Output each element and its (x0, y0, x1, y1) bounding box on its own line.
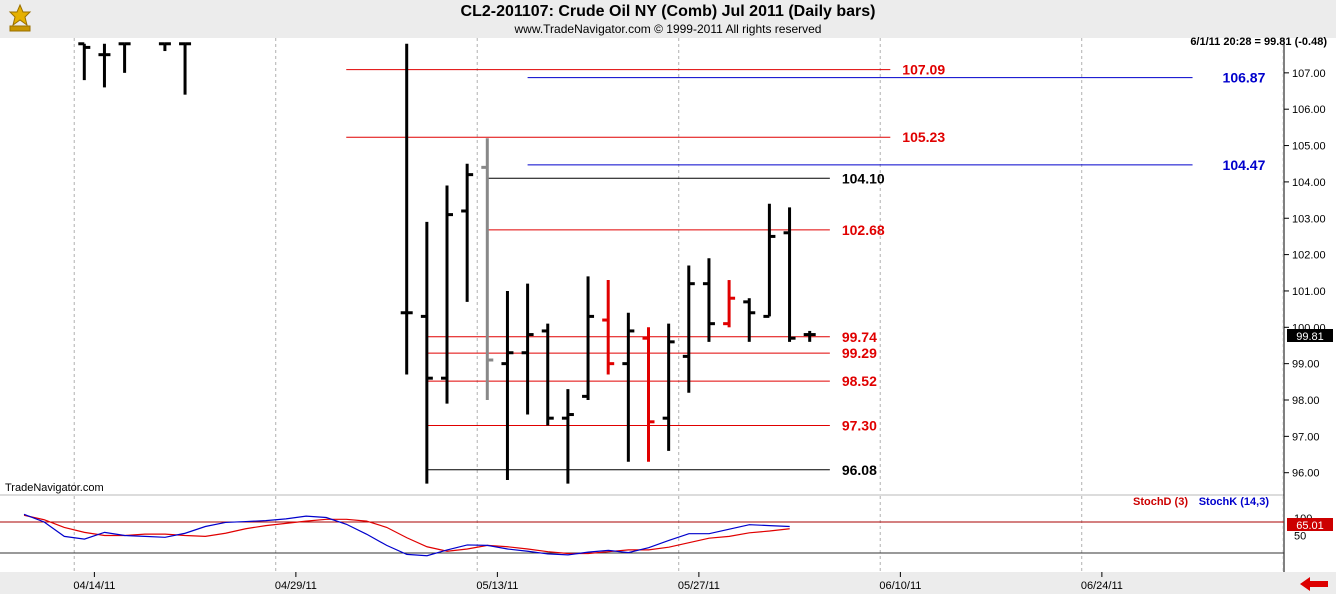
y-tick-label: 97.00 (1292, 431, 1320, 443)
y-tick-label: 96.00 (1292, 468, 1320, 480)
x-tick-label: 04/29/11 (275, 580, 317, 592)
level-label: 102.68 (842, 222, 885, 238)
y-tick-label: 106.00 (1292, 104, 1326, 116)
trade-navigator-logo-icon (8, 3, 32, 32)
y-tick-label: 102.00 (1292, 250, 1326, 262)
ohlc-bar (622, 312, 635, 462)
stoch-last-marker (1287, 518, 1333, 531)
ohlc-bar (561, 389, 574, 484)
x-tick-label: 04/14/11 (73, 580, 115, 592)
last-price-marker (1287, 329, 1333, 342)
level-label: 98.52 (842, 373, 877, 389)
stoch-tick-label: 50 (1294, 531, 1306, 543)
chart-title: CL2-201107: Crude Oil NY (Comb) Jul 2011… (460, 3, 876, 20)
level-label: 105.23 (902, 129, 945, 145)
level-label: 97.30 (842, 417, 877, 433)
time-gridlines (0, 38, 1284, 572)
ohlc-bar (158, 42, 171, 52)
ohlc-bar (743, 298, 756, 342)
ohlc-bar (179, 42, 192, 95)
ohlc-bar (481, 138, 494, 400)
ohlc-bar (441, 185, 453, 404)
ohlc-bar (420, 221, 433, 484)
ohlc-bar (662, 323, 675, 451)
x-tick-label: 06/10/11 (879, 580, 921, 592)
level-label: 107.09 (902, 62, 945, 78)
y-tick-label: 101.00 (1292, 286, 1326, 298)
price-panel (0, 38, 1284, 494)
ohlc-bar (682, 265, 695, 393)
x-axis-panel (0, 572, 1336, 594)
ohlc-bar (642, 327, 655, 462)
y-tick-label: 105.00 (1292, 141, 1326, 153)
ohlc-bar (98, 43, 111, 88)
scroll-left-arrow-icon[interactable] (1300, 577, 1328, 591)
level-label: 96.08 (842, 462, 877, 478)
price-axis-ticks: 96.0097.0098.0099.00100.00101.00102.0010… (1284, 68, 1326, 480)
y-tick-label: 98.00 (1292, 395, 1320, 407)
level-label: 99.74 (842, 329, 877, 345)
legend-stochd: StochD (3) (1133, 496, 1188, 508)
y-axis-panel (1284, 38, 1336, 572)
ohlc-bar (602, 280, 615, 375)
stoch-series-line (23, 513, 790, 557)
ohlc-bar (803, 330, 816, 342)
ohlc-bar (521, 283, 534, 415)
legend-stochk: StochK (14,3) (1199, 496, 1270, 508)
ohlc-bar (461, 163, 474, 302)
level-label: 104.47 (1223, 157, 1266, 173)
price-levels: 107.09 106.87 105.23 104.47 104.10 102.68 99.7… (346, 62, 1266, 478)
y-tick-label: 103.00 (1292, 213, 1326, 225)
ohlc-bar (501, 290, 514, 480)
level-label: 104.10 (842, 170, 885, 186)
price-bars (78, 42, 816, 484)
watermark-text: TradeNavigator.com (5, 482, 104, 494)
ohlc-bar (400, 43, 413, 375)
price-readout: 6/1/11 20:28 = 99.81 (-0.48) (1190, 36, 1327, 48)
ohlc-bar (118, 42, 131, 73)
y-tick-label: 107.00 (1292, 68, 1326, 80)
stochastic-panel (0, 496, 1284, 572)
level-label: 99.29 (842, 345, 877, 361)
date-axis-ticks: 04/14/11 04/29/11 05/13/11 05/27/11 06/10/11… (73, 572, 1123, 592)
copyright-text: www.TradeNavigator.com © 1999-2011 All r… (514, 22, 822, 36)
stoch-series-line (23, 514, 790, 555)
ohlc-bar (78, 42, 91, 81)
chart-header: CL2-201107: Crude Oil NY (Comb) Jul 2011… (0, 0, 1336, 38)
ohlc-bar (582, 276, 595, 400)
y-tick-label: 104.00 (1292, 177, 1326, 189)
last-price-label: 99.81 (1296, 331, 1324, 343)
x-tick-label: 05/13/11 (476, 580, 518, 592)
ohlc-bar (723, 280, 736, 328)
stoch-last-label: 65.01 (1296, 520, 1324, 532)
y-tick-label: 99.00 (1292, 359, 1320, 371)
stochastic-lines (23, 513, 790, 557)
ohlc-bar (783, 207, 796, 342)
ohlc-bar (702, 258, 715, 342)
x-tick-label: 06/24/11 (1081, 580, 1123, 592)
ohlc-bar (763, 203, 776, 318)
x-tick-label: 05/27/11 (678, 580, 720, 592)
level-label: 106.87 (1223, 70, 1266, 86)
ohlc-bar (541, 323, 554, 426)
